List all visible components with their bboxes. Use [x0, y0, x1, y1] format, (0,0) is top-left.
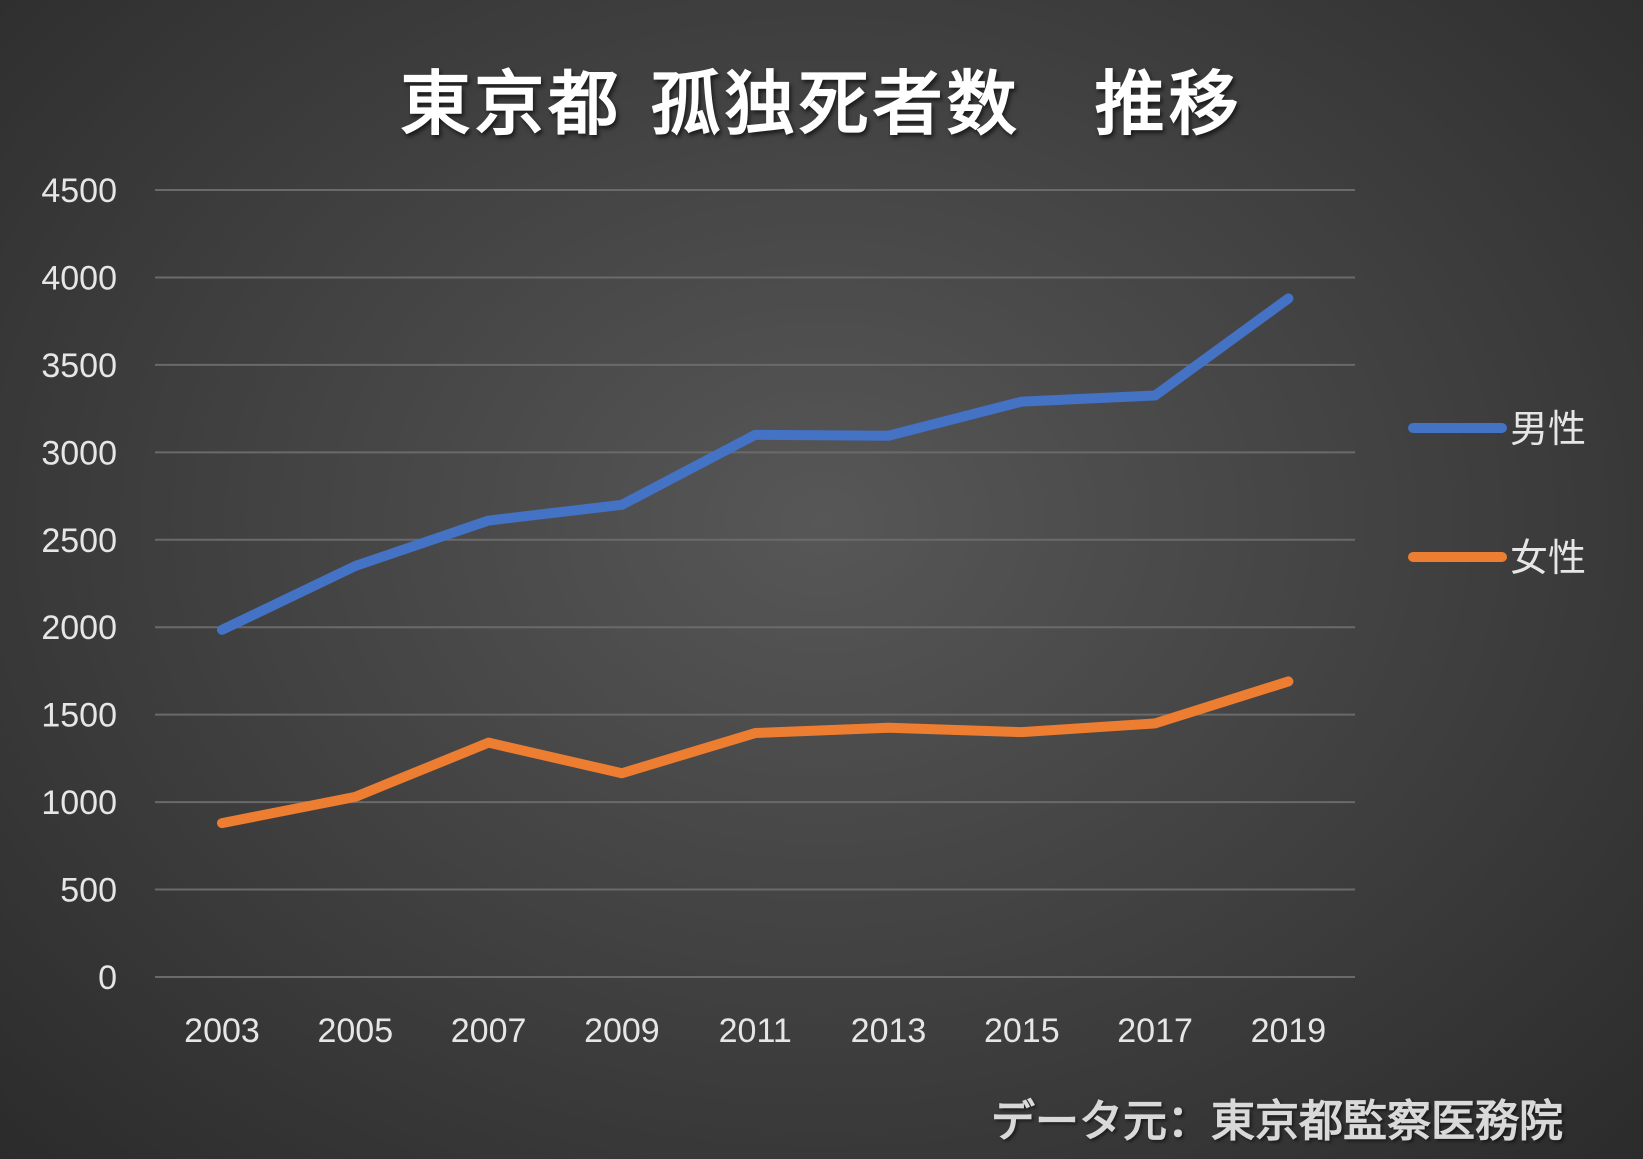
x-tick-label: 2017	[1117, 1012, 1193, 1050]
legend-label: 男性	[1510, 407, 1586, 451]
y-tick-label: 4500	[41, 172, 117, 210]
y-tick-label: 0	[98, 959, 117, 997]
y-tick-label: 500	[60, 872, 117, 910]
y-tick-label: 1000	[41, 784, 117, 822]
x-tick-label: 2019	[1251, 1012, 1327, 1050]
x-tick-label: 2013	[851, 1012, 927, 1050]
chart-title: 東京都 孤独死者数 推移	[400, 63, 1243, 145]
x-tick-label: 2009	[584, 1012, 660, 1050]
x-tick-label: 2003	[184, 1012, 260, 1050]
x-tick-label: 2007	[451, 1012, 527, 1050]
y-tick-label: 2500	[41, 522, 117, 560]
y-tick-label: 4000	[41, 259, 117, 297]
y-tick-label: 3500	[41, 347, 117, 385]
y-axis-ticks: 0 500 1000 1500 2000 2500 3000 3500 4000 4500	[41, 172, 117, 997]
series-lines	[217, 293, 1294, 829]
x-tick-label: 2015	[984, 1012, 1060, 1050]
legend-label: 女性	[1510, 536, 1586, 580]
x-axis-ticks: 2003 2005 2007 2009 2011 2013 2015 2017 2019	[184, 1012, 1326, 1050]
y-tick-label: 1500	[41, 697, 117, 735]
source-note: データ元：東京都監察医務院	[991, 1096, 1563, 1147]
y-tick-label: 2000	[41, 609, 117, 647]
x-tick-label: 2005	[317, 1012, 393, 1050]
series-line-0	[217, 293, 1294, 635]
y-tick-label: 3000	[41, 434, 117, 472]
gridlines	[155, 189, 1355, 978]
x-tick-label: 2011	[719, 1012, 792, 1050]
